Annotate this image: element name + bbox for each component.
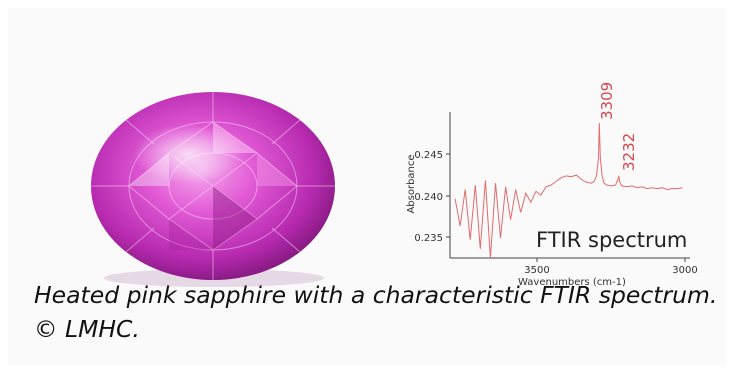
y-tick-label: 0.240 [414,192,443,203]
figure-caption: Heated pink sapphire with a characterist… [34,278,724,346]
x-tick-label: 3500 [524,265,549,276]
gem-highlight [133,124,243,184]
x-tick-label: 3000 [672,265,697,276]
pink-sapphire-image [91,92,335,287]
ftir-spectrum-chart: 0.245 0.240 0.235 3500 3000 Absorbance W… [406,82,698,288]
y-axis-label: Absorbance [406,154,417,213]
spectrum-series-line [454,122,683,259]
plot-area: 0.245 0.240 0.235 3500 3000 Absorbance W… [406,82,698,288]
peak-label-3309: 3309 [598,82,616,120]
caption-line-1: Heated pink sapphire with a characterist… [34,281,718,309]
y-tick-label: 0.245 [414,150,443,161]
y-tick-label: 0.235 [414,233,443,244]
x-axis-label: Wavenumbers (cm-1) [518,277,626,288]
caption-line-2: © LMHC. [34,315,140,343]
figure-card: 0.245 0.240 0.235 3500 3000 Absorbance W… [8,8,726,365]
peak-label-3232: 3232 [620,133,638,171]
ftir-inset-label: FTIR spectrum [536,228,687,252]
